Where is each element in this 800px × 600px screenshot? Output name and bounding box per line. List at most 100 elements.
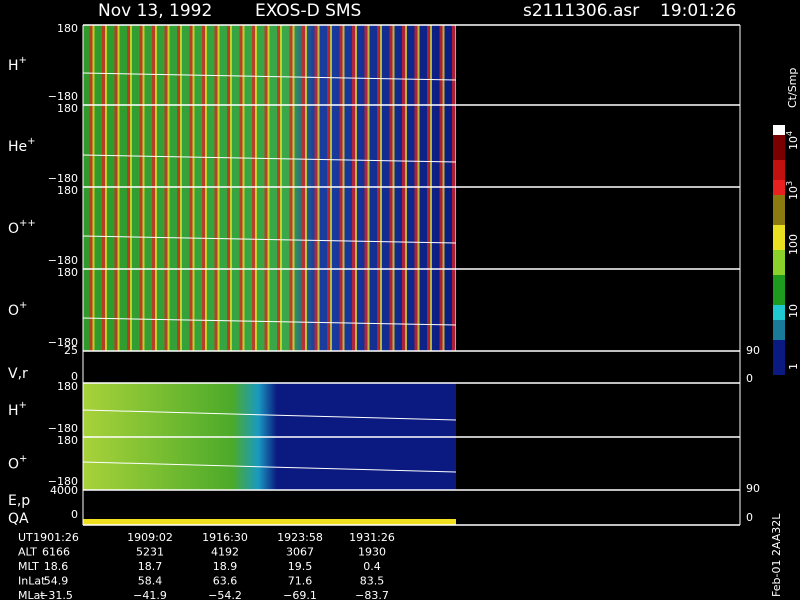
color-step (773, 195, 785, 225)
colorbar-tick: 100 (787, 234, 800, 255)
tick-label: −180 (48, 254, 78, 267)
trace (82, 317, 457, 326)
trace (82, 235, 457, 244)
base: 10 (787, 186, 800, 200)
footer: Feb-01 2AA32L (770, 513, 783, 597)
color-step (773, 275, 785, 305)
row-label: UT (18, 531, 33, 544)
panel-label: O+ (8, 454, 27, 473)
charge: ++ (19, 218, 36, 229)
color-step (773, 125, 785, 135)
base: 10 (787, 136, 800, 150)
table-value: 1901:26 (33, 531, 79, 544)
charge: + (19, 454, 27, 465)
table-value: 0.4 (363, 560, 381, 573)
ephemeris-table: UT 1901:26 1909:02 1916:30 1923:58 1931:26 ALT… (18, 531, 395, 600)
colorbar-tick: 10 (787, 304, 800, 318)
row-label: ALT (18, 546, 37, 559)
table-value: 4192 (211, 546, 239, 559)
color-step (773, 250, 785, 275)
tick-label: 0 (71, 508, 78, 521)
color-step (773, 135, 785, 160)
table-value: 54.9 (44, 575, 69, 588)
tick-label: 180 (57, 102, 78, 115)
table-value: 1909:02 (127, 531, 173, 544)
table-value: 5231 (136, 546, 164, 559)
table-value: 1916:30 (202, 531, 248, 544)
exp: 3 (785, 181, 794, 186)
ion: He (8, 139, 27, 155)
table-value: 1931:26 (349, 531, 395, 544)
exp: 4 (785, 131, 794, 136)
header: Nov 13, 1992 EXOS-D SMS s2111306.asr 19:… (98, 1, 736, 21)
colorbar: Ct/Smp 104 103 100 10 1 (773, 68, 800, 375)
ion: O (8, 457, 19, 473)
tick-label: 180 (57, 184, 78, 197)
color-step (773, 305, 785, 320)
table-value: 1930 (358, 546, 386, 559)
panel-label: O++ (8, 218, 36, 237)
tick-label: 0 (746, 511, 753, 524)
colorbar-unit: Ct/Smp (786, 68, 799, 108)
vr-label: V,r (8, 366, 28, 382)
tick-label: −180 (48, 475, 78, 488)
tick-label: 0 (746, 372, 753, 385)
tick-label: 0 (71, 370, 78, 383)
tick-label: 90 (746, 344, 760, 357)
charge: + (19, 55, 27, 66)
panel-label: H+ (8, 400, 27, 419)
table-value: 71.6 (288, 575, 313, 588)
color-step (773, 340, 785, 375)
row-label: MLT (18, 560, 39, 573)
tick-label: −180 (48, 336, 78, 349)
table-value: 18.6 (44, 560, 69, 573)
tick-label: 4000 (50, 484, 78, 497)
table-value: 19.5 (288, 560, 313, 573)
panel-labels: V,r 25 0 90 0 E,p QA 4000 0 90 0 H+180−1… (8, 22, 760, 527)
tick-label: 90 (746, 482, 760, 495)
charge: + (19, 400, 27, 411)
charge: + (27, 136, 35, 147)
table-value: 63.6 (213, 575, 238, 588)
table-value: 58.4 (138, 575, 163, 588)
tick-label: 25 (64, 344, 78, 357)
table-value: 3067 (286, 546, 314, 559)
time: 19:01:26 (660, 1, 736, 21)
tick-label: 180 (57, 434, 78, 447)
tick-label: 180 (57, 380, 78, 393)
color-step (773, 225, 785, 250)
panel-label: H+ (8, 55, 27, 74)
colorbar-tick: 104 (785, 131, 800, 150)
panel-label: O+ (8, 300, 27, 319)
table-value: 18.7 (138, 560, 163, 573)
ep-label: E,p (8, 493, 30, 509)
table-value: −41.9 (133, 589, 167, 600)
table-value: 83.5 (360, 575, 385, 588)
table-value: 6166 (42, 546, 70, 559)
tick-label: −180 (48, 422, 78, 435)
spectrograms (82, 25, 457, 525)
color-step (773, 180, 785, 195)
qa-label: QA (8, 511, 29, 527)
tick-label: −180 (48, 172, 78, 185)
ion: O (8, 303, 19, 319)
tick-label: 180 (57, 22, 78, 35)
charge: + (19, 300, 27, 311)
colorbar-tick: 103 (785, 181, 800, 200)
qa-bar (83, 519, 456, 525)
ion: O (8, 221, 19, 237)
trace (82, 409, 457, 421)
colorbar-tick: 1 (787, 363, 800, 370)
instrument: EXOS-D SMS (255, 1, 361, 21)
row-label: MLat (18, 589, 45, 600)
tick-label: −180 (48, 90, 78, 103)
table-value: 18.9 (213, 560, 238, 573)
panel-label: He+ (8, 136, 36, 155)
table-value: −69.1 (283, 589, 317, 600)
trace (82, 72, 457, 81)
trace (82, 154, 457, 163)
ion: H (8, 58, 19, 74)
color-step (773, 160, 785, 180)
color-step (773, 320, 785, 340)
